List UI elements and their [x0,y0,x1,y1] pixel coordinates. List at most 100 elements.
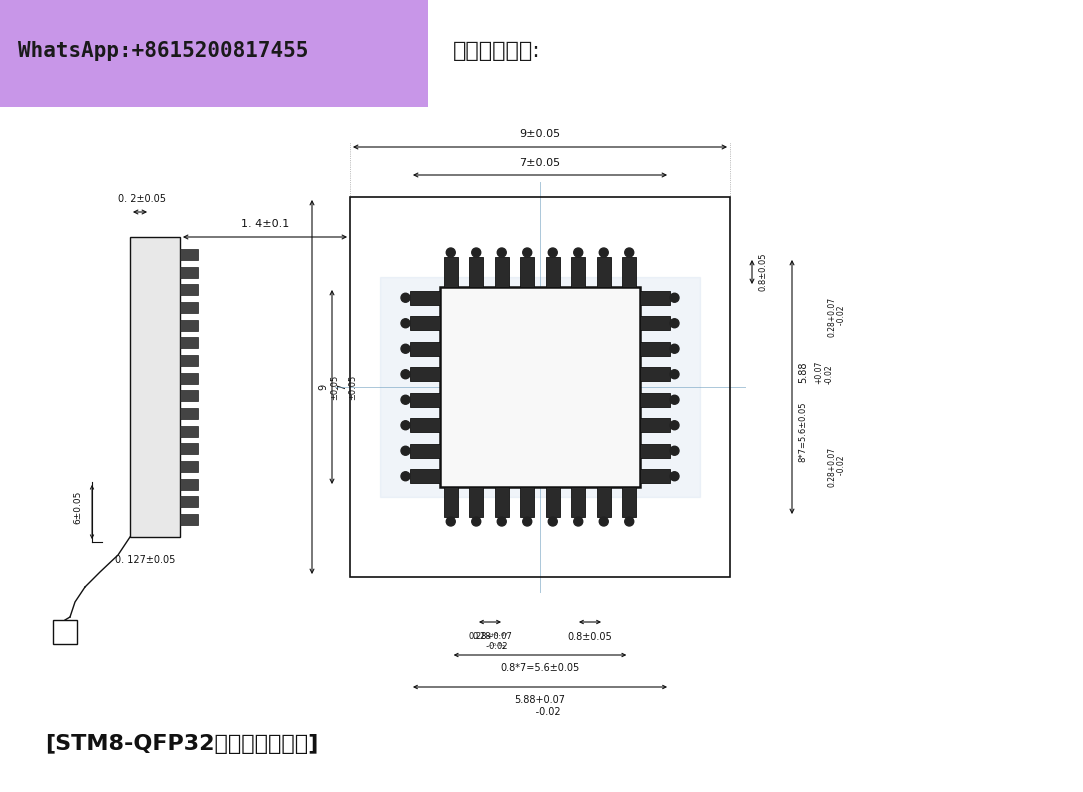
Text: 0.28+0.07
     -0.02: 0.28+0.07 -0.02 [827,447,847,487]
Bar [640,316,670,330]
Bar [180,444,198,455]
Circle shape [599,248,609,257]
Circle shape [670,472,679,481]
Text: +0.07
-0.02: +0.07 -0.02 [814,360,834,383]
Text: 7±0.05: 7±0.05 [520,158,561,168]
Bar [130,237,180,537]
Circle shape [497,517,506,526]
Bar [444,257,458,287]
Bar [410,316,440,330]
Circle shape [446,248,455,257]
Text: 1. 4±0.1: 1. 4±0.1 [240,219,289,229]
Bar [380,277,700,497]
Bar [640,469,670,483]
Text: 0.8*7=5.6±0.05: 0.8*7=5.6±0.05 [500,663,579,673]
Circle shape [401,446,410,455]
Bar [640,393,670,407]
Bar [180,408,198,419]
Bar [571,257,585,287]
Bar [546,257,560,287]
Text: [STM8-QFP32专用测试座简介]: [STM8-QFP32专用测试座简介] [45,734,318,754]
Bar [410,367,440,381]
Circle shape [670,421,679,430]
Bar [469,257,483,287]
Circle shape [670,293,679,303]
Text: 6±0.05: 6±0.05 [74,490,82,524]
Circle shape [446,517,455,526]
Bar [640,444,670,458]
Circle shape [401,370,410,379]
Text: 0. 127±0.05: 0. 127±0.05 [115,555,175,565]
Circle shape [574,248,583,257]
Text: ±0.05: ±0.05 [330,375,339,400]
Circle shape [523,248,532,257]
Text: 5.88: 5.88 [798,361,808,383]
Text: 0.8±0.05: 0.8±0.05 [567,632,612,642]
Bar [640,418,670,432]
Circle shape [670,345,679,353]
Text: 0.8±0.05: 0.8±0.05 [758,253,767,291]
Bar [350,197,730,577]
Circle shape [497,248,506,257]
Text: 7: 7 [337,384,347,390]
Bar [546,487,560,517]
Circle shape [401,472,410,481]
Bar [640,291,670,305]
Bar [410,444,440,458]
Bar [440,287,640,487]
Bar [53,620,77,644]
Bar [410,418,440,432]
Text: 9±0.05: 9±0.05 [520,129,561,139]
Bar [623,257,636,287]
Bar [597,487,611,517]
Text: 5.88+0.07
     -0.02: 5.88+0.07 -0.02 [514,695,565,717]
Circle shape [625,248,634,257]
Text: 0.28⁺⁰·⁰⁷
     ⁻⁰·⁰₂: 0.28⁺⁰·⁰⁷ ⁻⁰·⁰₂ [472,632,508,651]
Bar [495,487,509,517]
Circle shape [401,421,410,430]
Bar [180,284,198,295]
Text: 0.28+0.07
     -0.02: 0.28+0.07 -0.02 [468,632,512,651]
Circle shape [670,370,679,379]
Text: 0. 2±0.05: 0. 2±0.05 [118,194,166,204]
Circle shape [670,395,679,404]
Bar [444,487,458,517]
Bar [180,249,198,260]
Bar [180,461,198,472]
Bar [597,257,611,287]
Circle shape [472,248,481,257]
Circle shape [401,318,410,328]
Circle shape [548,517,558,526]
Bar [410,342,440,356]
Bar [495,257,509,287]
Text: 适用芯片尺寸:: 适用芯片尺寸: [453,41,540,61]
Text: 0.28+0.07
     -0.02: 0.28+0.07 -0.02 [827,297,847,337]
Bar [640,367,670,381]
Bar [640,342,670,356]
Circle shape [548,248,558,257]
Circle shape [574,517,583,526]
Bar [410,291,440,305]
Bar [180,320,198,331]
Bar [180,267,198,278]
Bar [180,390,198,402]
Bar [180,302,198,313]
Bar [180,478,198,489]
Bar [623,487,636,517]
Bar [469,487,483,517]
Bar [410,469,440,483]
Circle shape [472,517,481,526]
Bar [180,355,198,366]
Text: WhatsApp:+8615200817455: WhatsApp:+8615200817455 [18,41,309,61]
Bar [180,497,198,507]
Text: 9: 9 [318,384,328,390]
Bar [180,337,198,348]
Bar [180,373,198,383]
Bar [520,487,534,517]
Bar [571,487,585,517]
Circle shape [401,395,410,404]
Circle shape [401,293,410,303]
Bar [180,514,198,525]
Circle shape [670,446,679,455]
Circle shape [599,517,609,526]
